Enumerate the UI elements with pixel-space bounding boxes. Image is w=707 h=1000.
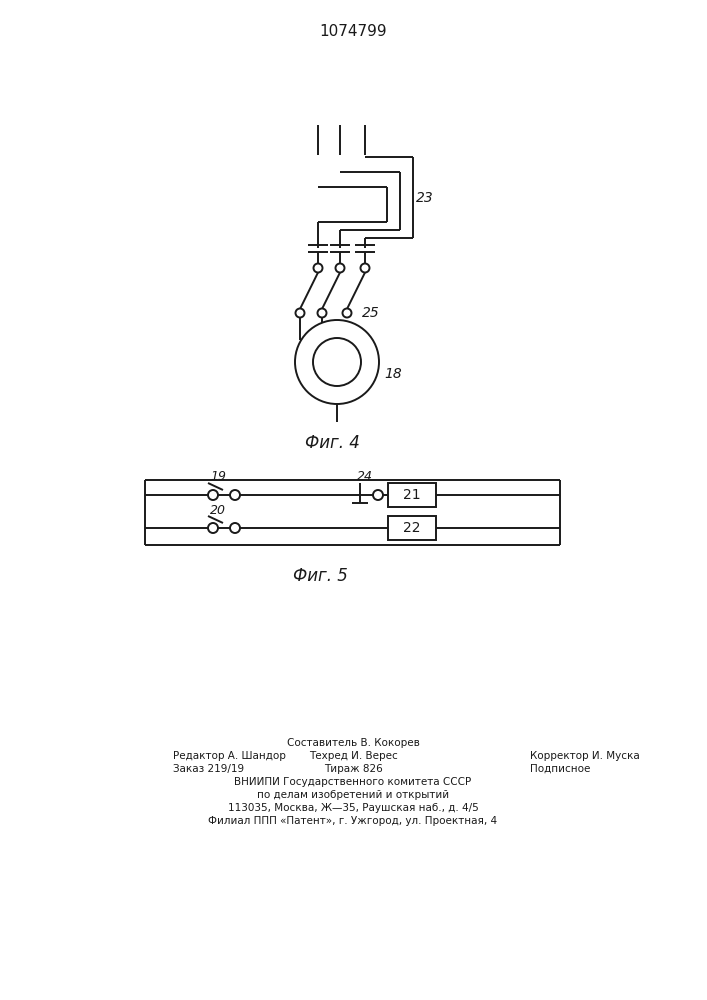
Text: 24: 24 bbox=[357, 471, 373, 484]
Text: 25: 25 bbox=[362, 306, 380, 320]
Circle shape bbox=[230, 523, 240, 533]
Text: Подписное: Подписное bbox=[530, 764, 590, 774]
Text: Техред И. Верес: Техред И. Верес bbox=[309, 751, 397, 761]
Text: Филиал ППП «Патент», г. Ужгород, ул. Проектная, 4: Филиал ППП «Патент», г. Ужгород, ул. Про… bbox=[209, 816, 498, 826]
Circle shape bbox=[342, 308, 351, 318]
Text: Составитель В. Кокорев: Составитель В. Кокорев bbox=[286, 738, 419, 748]
Circle shape bbox=[317, 308, 327, 318]
Text: 20: 20 bbox=[210, 504, 226, 516]
Circle shape bbox=[313, 263, 322, 272]
Text: Фиг. 4: Фиг. 4 bbox=[305, 434, 359, 452]
Text: 1074799: 1074799 bbox=[319, 24, 387, 39]
Text: Корректор И. Муска: Корректор И. Муска bbox=[530, 751, 640, 761]
Text: 18: 18 bbox=[384, 367, 402, 381]
Text: 23: 23 bbox=[416, 190, 434, 205]
Text: 21: 21 bbox=[403, 488, 421, 502]
Text: 113035, Москва, Ж—35, Раушская наб., д. 4/5: 113035, Москва, Ж—35, Раушская наб., д. … bbox=[228, 803, 479, 813]
Circle shape bbox=[361, 263, 370, 272]
Circle shape bbox=[295, 320, 379, 404]
Text: по делам изобретений и открытий: по делам изобретений и открытий bbox=[257, 790, 449, 800]
Bar bbox=[388, 483, 436, 507]
Text: Тираж 826: Тираж 826 bbox=[324, 764, 382, 774]
Circle shape bbox=[208, 490, 218, 500]
Text: ВНИИПИ Государственного комитета СССР: ВНИИПИ Государственного комитета СССР bbox=[235, 777, 472, 787]
Circle shape bbox=[313, 338, 361, 386]
Circle shape bbox=[208, 523, 218, 533]
Circle shape bbox=[230, 490, 240, 500]
Text: Фиг. 5: Фиг. 5 bbox=[293, 567, 347, 585]
Text: 22: 22 bbox=[403, 521, 421, 535]
Circle shape bbox=[296, 308, 305, 318]
Text: Редактор А. Шандор: Редактор А. Шандор bbox=[173, 751, 286, 761]
Circle shape bbox=[336, 263, 344, 272]
Text: Заказ 219/19: Заказ 219/19 bbox=[173, 764, 244, 774]
Circle shape bbox=[373, 490, 383, 500]
Text: 19: 19 bbox=[210, 471, 226, 484]
Bar bbox=[388, 516, 436, 540]
